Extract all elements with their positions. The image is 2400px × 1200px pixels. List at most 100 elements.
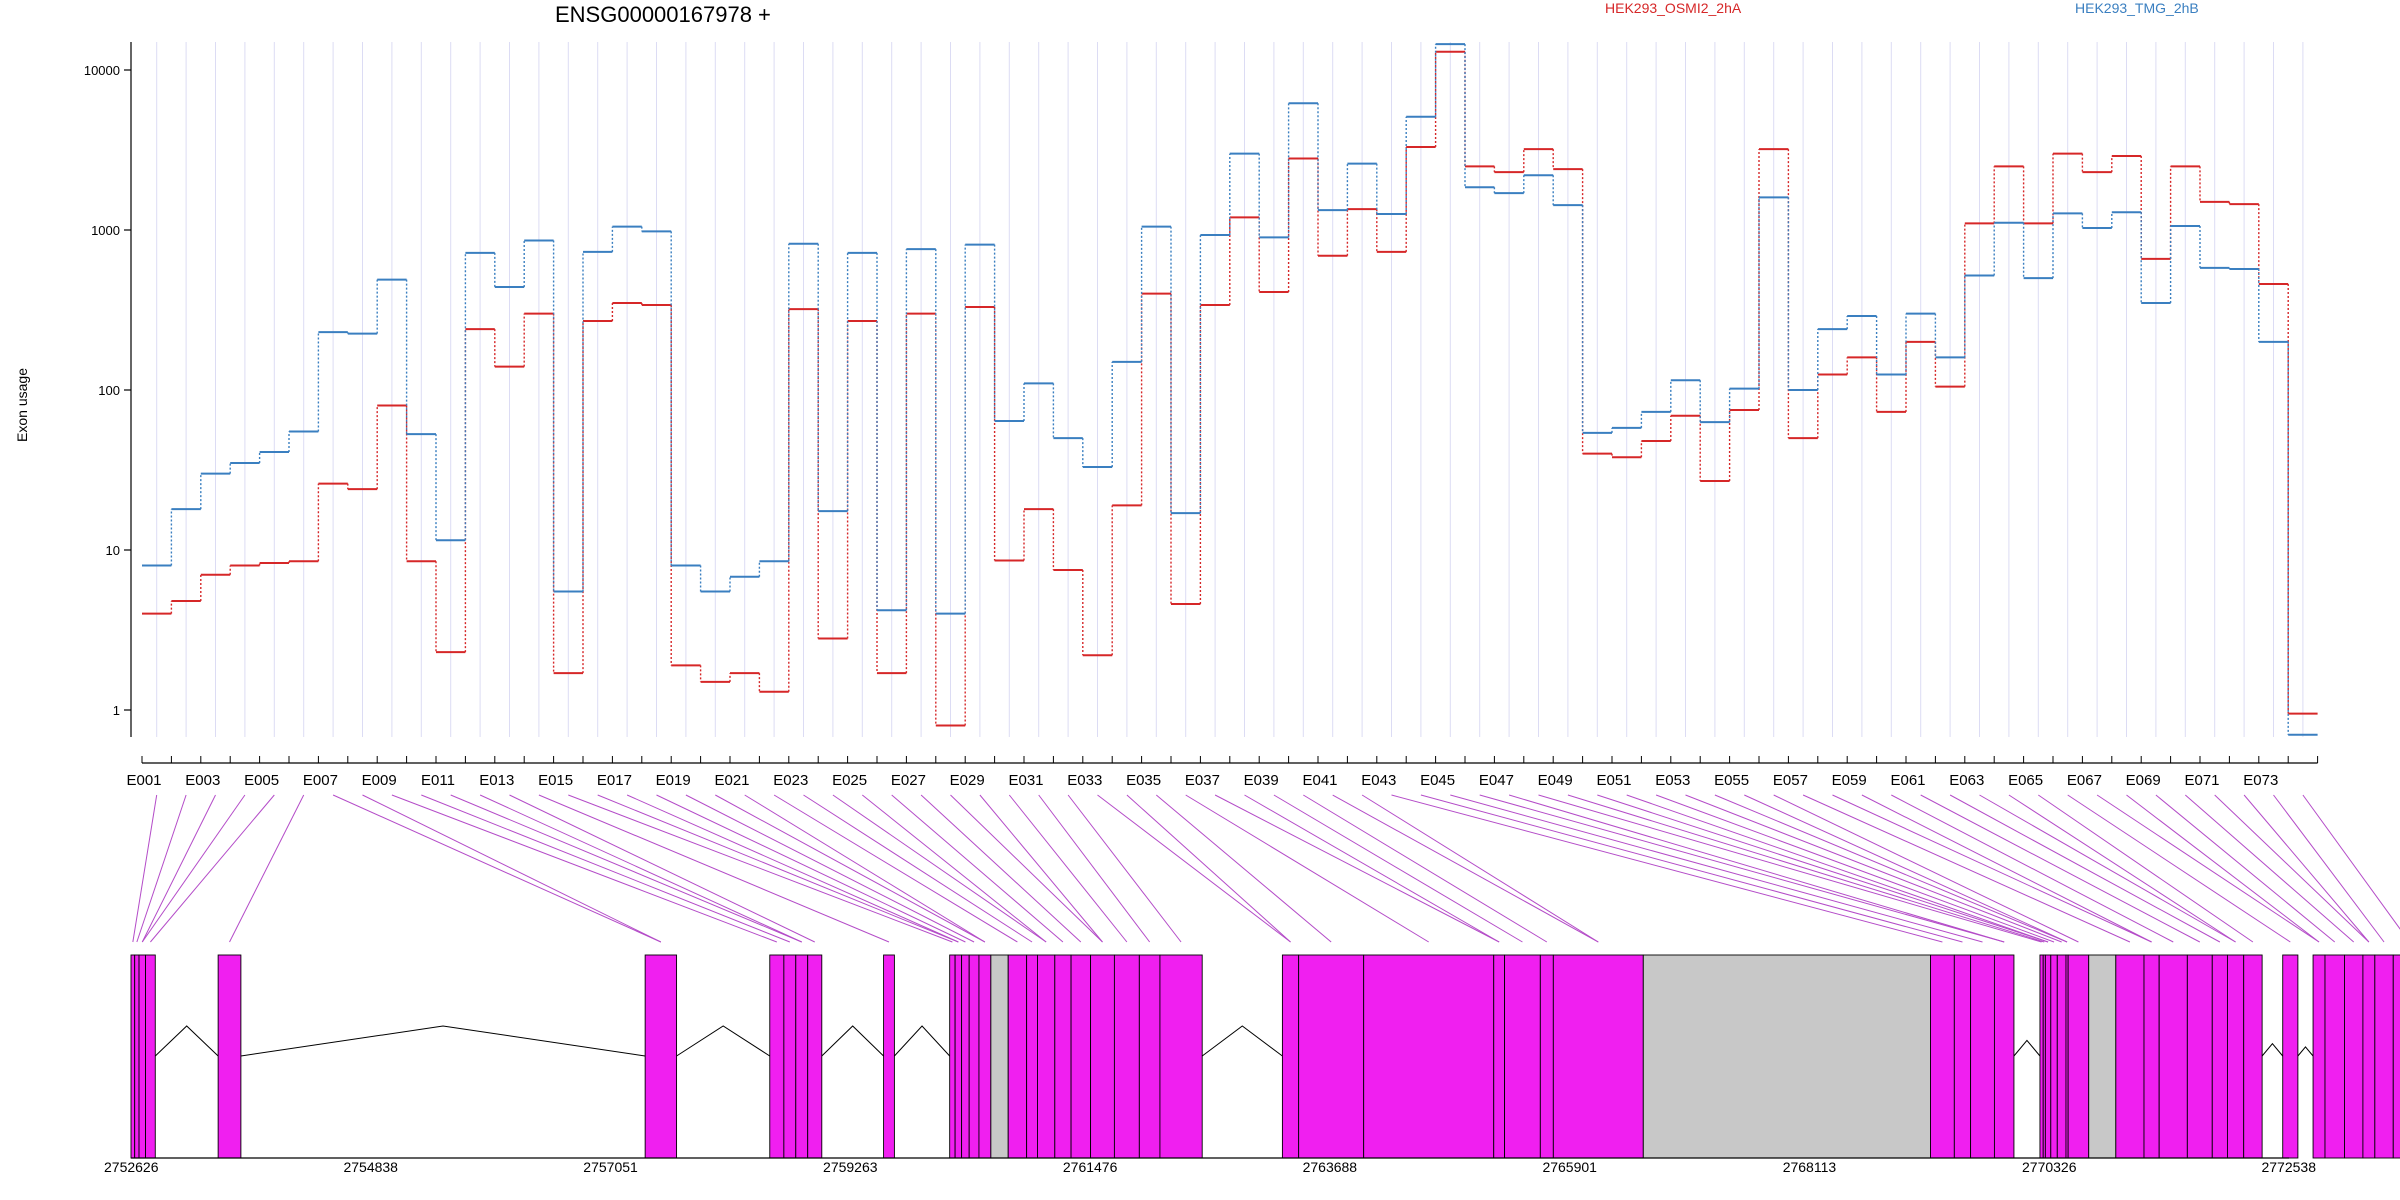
exon-block	[1970, 954, 1995, 1159]
exon-block	[1504, 954, 1541, 1159]
connector-line	[920, 794, 1082, 943]
connector-line	[1185, 794, 1429, 943]
connector-line	[2067, 794, 2291, 943]
exon-tick-label: E015	[538, 772, 573, 789]
exon-block	[2039, 954, 2044, 1159]
connector-line	[1920, 794, 2201, 943]
connector-line	[1450, 794, 1983, 943]
exon-tick-label: E069	[2126, 772, 2161, 789]
exon-tick-label: E067	[2067, 772, 2102, 789]
exon-tick-label: E041	[1302, 772, 1337, 789]
y-tick-label: 1	[113, 703, 120, 718]
exon-tick-label: E021	[714, 772, 749, 789]
connector-line	[2273, 794, 2385, 943]
connector-line	[1067, 794, 1182, 943]
connector-line	[391, 794, 777, 943]
genomic-tick-label: 2759263	[823, 1159, 878, 1175]
genomic-tick-label: 2757051	[583, 1159, 638, 1175]
exon-block	[2312, 954, 2326, 1159]
connector-line	[1949, 794, 2221, 943]
connector-line	[1126, 794, 1291, 943]
exon-block	[1493, 954, 1506, 1159]
vertical-gridlines	[156, 42, 2304, 737]
exon-block	[1007, 954, 1028, 1159]
y-tick-label: 10	[106, 543, 120, 558]
genomic-tick-label: 2768113	[1783, 1159, 1837, 1175]
exon-block	[883, 954, 895, 1159]
exon-block	[1953, 954, 1972, 1159]
exon-block	[1138, 954, 1161, 1159]
connector-line	[1744, 794, 2068, 943]
exon-tick-label: E055	[1714, 772, 1749, 789]
exon-tick-label: E039	[1244, 772, 1279, 789]
exon-tick-label: E059	[1832, 772, 1867, 789]
connector-line	[421, 794, 791, 943]
intron-line	[1201, 1025, 1283, 1057]
exon-block	[769, 954, 785, 1159]
connector-line	[861, 794, 1047, 943]
legend-entry-series-b: HEK293_TMG_2hB	[2075, 0, 2199, 16]
genomic-tick-label: 2761476	[1063, 1159, 1118, 1175]
connector-line	[1273, 794, 1523, 943]
intron-line	[2013, 1039, 2041, 1057]
connector-line	[1097, 794, 1291, 943]
connector-line	[626, 794, 959, 943]
exon-block	[990, 954, 1009, 1159]
exon-tick-label: E005	[244, 772, 279, 789]
exon-block	[1090, 954, 1115, 1159]
connector-line	[1303, 794, 1548, 943]
exon-tick-label: E027	[891, 772, 926, 789]
exon-block	[1159, 954, 1203, 1159]
exon-block	[2243, 954, 2263, 1159]
exon-block	[145, 954, 156, 1159]
exon-tick-label: E003	[185, 772, 220, 789]
exon-block	[217, 954, 242, 1159]
exon-tick-label: E017	[597, 772, 632, 789]
exon-tick-label: E029	[950, 772, 985, 789]
connector-line	[1714, 794, 2068, 943]
connector-line	[1861, 794, 2152, 943]
connector-line	[1508, 794, 2005, 943]
connector-line	[479, 794, 802, 943]
exon-tick-label: E011	[421, 772, 455, 789]
exon-tick-label: E037	[1185, 772, 1220, 789]
connector-line	[2008, 794, 2236, 943]
exon-tick-label: E065	[2008, 772, 2043, 789]
y-tick-label: 100	[98, 383, 120, 398]
intron-line	[2261, 1042, 2284, 1057]
connector-line	[1038, 794, 1151, 943]
genomic-tick-label: 2763688	[1303, 1159, 1358, 1175]
connector-line	[979, 794, 1103, 943]
chart-title: ENSG00000167978 +	[555, 2, 771, 27]
genomic-tick-label: 2770326	[2022, 1159, 2077, 1175]
exon-tick-label: E051	[1596, 772, 1631, 789]
exon-block	[1298, 954, 1365, 1159]
intron-line	[154, 1025, 219, 1057]
exon-block	[2226, 954, 2245, 1159]
connector-line	[1420, 794, 1963, 943]
connector-line	[150, 794, 275, 943]
exon-block	[2374, 954, 2394, 1159]
connector-line	[891, 794, 1064, 943]
intron-line	[894, 1025, 951, 1057]
y-tick-label: 10000	[84, 63, 120, 78]
exon-tick-label: E045	[1420, 772, 1455, 789]
exon-block	[2211, 954, 2228, 1159]
connector-line	[2038, 794, 2254, 943]
connector-line	[1626, 794, 2049, 943]
connector-line	[2155, 794, 2336, 943]
exon-block	[1363, 954, 1495, 1159]
connector-line	[773, 794, 1018, 943]
exon-tick-label: E019	[656, 772, 691, 789]
intron-line	[240, 1025, 646, 1057]
exon-block	[644, 954, 678, 1159]
exon-tick-label: E033	[1067, 772, 1102, 789]
connector-line	[1832, 794, 2152, 943]
connector-line	[1361, 794, 1599, 943]
connector-line	[141, 794, 246, 943]
intron-line	[2297, 1046, 2314, 1057]
genomic-tick-label: 2754838	[343, 1159, 398, 1175]
genomic-tick-label: 2752626	[104, 1159, 159, 1175]
connector-line	[1597, 794, 2049, 943]
